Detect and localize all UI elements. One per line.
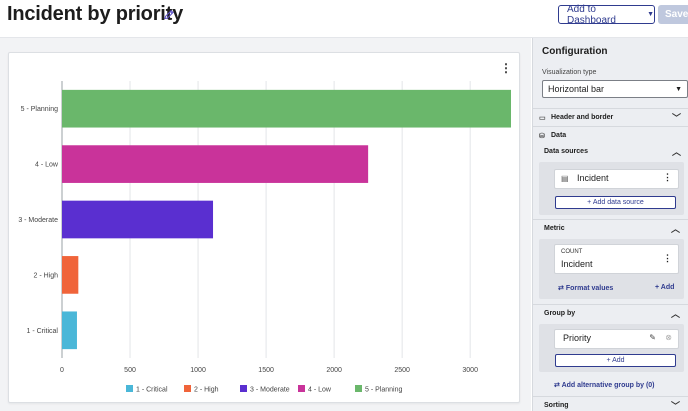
chart-menu-icon[interactable]: ⋮	[500, 61, 512, 75]
pencil-icon[interactable]	[162, 8, 176, 22]
add-group-button[interactable]: + Add	[555, 354, 676, 367]
remove-icon[interactable]: ⊗	[665, 333, 672, 342]
section-data[interactable]: ⛁ Data	[533, 126, 688, 144]
chevron-up-icon: ︿	[670, 223, 680, 234]
table-icon: ▤	[561, 174, 569, 183]
save-button[interactable]: Save	[658, 5, 688, 24]
section-header-border[interactable]: ▭ Header and border ﹀	[533, 108, 688, 126]
sorting-label: Sorting	[544, 401, 569, 409]
format-values-label: Format values	[565, 285, 614, 292]
x-tick-label: 1500	[258, 367, 274, 374]
metric-header[interactable]: Metric ︿	[533, 219, 688, 236]
metric-box: COUNT Incident ⋮ ⇄ Format values + Add	[539, 239, 684, 299]
legend-swatch	[298, 385, 305, 392]
group-by-field: Priority	[563, 333, 592, 343]
bar	[62, 311, 77, 350]
legend-swatch	[126, 385, 133, 392]
viz-type-value: Horizontal bar	[548, 84, 605, 94]
legend-label: 1 - Critical	[136, 387, 168, 394]
section-label: Header and border	[551, 114, 614, 121]
chevron-up-icon: ︿	[671, 147, 681, 157]
data-sources-label: Data sources	[544, 148, 588, 155]
data-source-name: Incident	[577, 173, 609, 183]
group-by-label: Group by	[544, 309, 576, 317]
add-to-dashboard-label: Add to Dashboard	[567, 3, 616, 26]
add-alternative-group-label: Add alternative group by (0)	[561, 382, 655, 389]
y-tick-label: 4 - Low	[35, 162, 59, 169]
panel-title: Configuration	[542, 46, 608, 57]
chevron-down-icon: ﹀	[671, 113, 681, 123]
top-bar: Incident by priority Add to Dashboard ▼ …	[0, 0, 688, 38]
y-tick-label: 2 - High	[33, 272, 58, 279]
add-alternative-group-link[interactable]: ⇄ Add alternative group by (0)	[554, 382, 655, 389]
legend-label: 5 - Planning	[365, 387, 402, 394]
more-icon[interactable]: ⋮	[663, 253, 672, 263]
group-by-box: Priority ✎ ⊗ + Add	[539, 324, 684, 372]
x-tick-label: 0	[60, 367, 64, 374]
metric-label: Metric	[544, 224, 565, 232]
add-data-source-button[interactable]: + Add data source	[555, 196, 676, 209]
chart-card: 0 500 1000 1500 2000 2500 3000 1 - Critical 2 - …	[8, 52, 520, 403]
legend-label: 4 - Low	[308, 387, 332, 394]
group-by-item[interactable]: Priority ✎ ⊗	[554, 329, 679, 349]
caret-down-icon: ▼	[647, 11, 654, 18]
viz-type-label: Visualization type	[542, 69, 597, 76]
x-tick-label: 3000	[462, 367, 478, 374]
database-icon: ⛁	[539, 132, 545, 140]
chevron-down-icon: ﹀	[670, 400, 680, 411]
metric-item[interactable]: COUNT Incident ⋮	[554, 244, 679, 274]
bar	[62, 256, 79, 294]
more-icon[interactable]: ⋮	[663, 172, 672, 182]
data-sources-box: ▤ Incident ⋮ + Add data source	[539, 162, 684, 215]
x-tick-label: 2000	[326, 367, 342, 374]
add-metric-link[interactable]: + Add	[655, 284, 675, 291]
bar	[62, 145, 369, 183]
viz-type-select[interactable]: Horizontal bar ▼	[542, 80, 688, 98]
legend-label: 2 - High	[194, 387, 219, 394]
y-tick-label: 1 - Critical	[26, 328, 58, 335]
bar-chart: 0 500 1000 1500 2000 2500 3000 1 - Critical 2 - …	[18, 81, 511, 394]
legend-label: 3 - Moderate	[250, 387, 290, 394]
card-icon: ▭	[539, 114, 546, 122]
x-tick-label: 1000	[190, 367, 206, 374]
y-tick-label: 3 - Moderate	[18, 217, 58, 224]
configuration-panel: Configuration Visualization type Horizon…	[532, 38, 688, 411]
bar	[62, 89, 511, 128]
format-values-link[interactable]: ⇄ Format values	[558, 285, 614, 292]
section-label: Data	[551, 132, 567, 139]
metric-aggregate: COUNT	[561, 249, 583, 255]
legend-swatch	[240, 385, 247, 392]
pencil-icon[interactable]: ✎	[649, 333, 656, 342]
x-tick-label: 500	[124, 367, 136, 374]
group-by-header[interactable]: Group by ︿	[533, 304, 688, 321]
page-title: Incident by priority	[7, 3, 184, 25]
bar	[62, 200, 214, 239]
metric-table: Incident	[561, 259, 593, 269]
y-tick-label: 5 - Planning	[21, 106, 58, 113]
caret-down-icon: ▼	[675, 85, 682, 93]
data-source-item[interactable]: ▤ Incident ⋮	[554, 169, 679, 189]
sorting-header[interactable]: Sorting ﹀	[533, 396, 688, 411]
data-sources-header[interactable]: Data sources ︿	[539, 143, 684, 160]
add-to-dashboard-button[interactable]: Add to Dashboard ▼	[558, 3, 655, 26]
x-tick-label: 2500	[394, 367, 410, 374]
legend-swatch	[184, 385, 191, 392]
chevron-up-icon: ︿	[670, 308, 680, 319]
legend-swatch	[355, 385, 362, 392]
